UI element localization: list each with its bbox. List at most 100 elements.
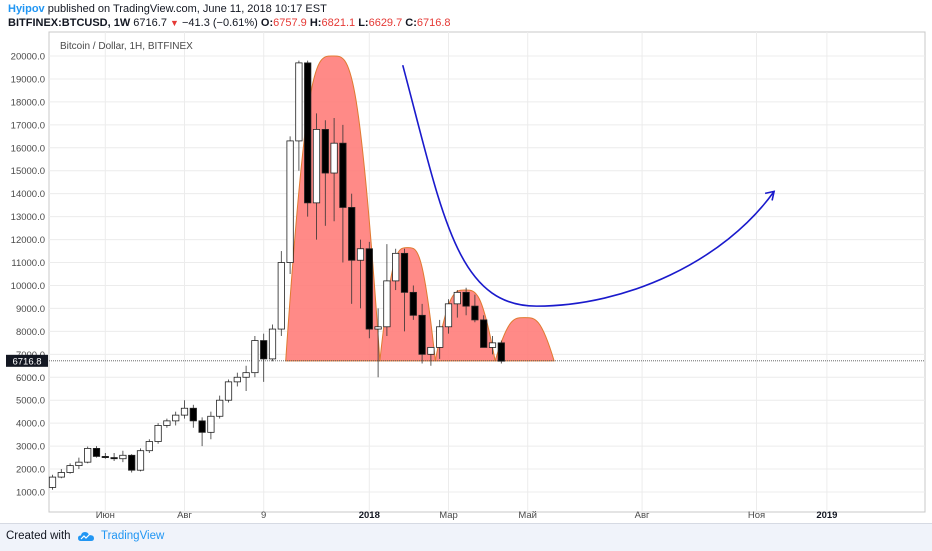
price-change: −41.3 (−0.61%) xyxy=(182,17,258,29)
candle-up[interactable] xyxy=(427,347,435,355)
candle-up[interactable] xyxy=(330,142,338,174)
x-tick-label: Авг xyxy=(635,510,650,521)
footer: Created with TradingView xyxy=(0,523,932,551)
candle-down[interactable] xyxy=(304,62,312,204)
y-tick-label: 16000.0 xyxy=(11,143,45,154)
arrowhead-icon xyxy=(764,190,776,201)
candle-up[interactable] xyxy=(268,328,277,360)
candle-up[interactable] xyxy=(163,420,171,426)
candle-down[interactable] xyxy=(471,305,479,321)
x-tick-label: 2018 xyxy=(359,510,380,521)
candle-up[interactable] xyxy=(216,399,224,417)
candle-up[interactable] xyxy=(277,262,285,330)
y-tick-label: 5000.0 xyxy=(16,396,45,407)
candle-up[interactable] xyxy=(233,376,241,383)
candle-up[interactable] xyxy=(251,340,259,374)
y-tick-label: 15000.0 xyxy=(11,166,45,177)
candles[interactable] xyxy=(48,60,505,490)
candle-up[interactable] xyxy=(392,252,400,282)
candle-up[interactable] xyxy=(286,140,294,263)
candle-up[interactable] xyxy=(444,303,453,328)
candle-up[interactable] xyxy=(374,326,382,330)
candle-down[interactable] xyxy=(462,291,470,307)
candle-up[interactable] xyxy=(145,441,153,452)
candle-down[interactable] xyxy=(198,420,206,433)
y-axis: 1000.02000.03000.04000.05000.06000.07000… xyxy=(11,52,45,499)
high-label: H: xyxy=(309,17,322,29)
x-axis: ИюнАвг92018МарМайАвгНоя2019Апр xyxy=(96,510,838,521)
plot-area[interactable] xyxy=(48,31,926,513)
candle-down[interactable] xyxy=(365,248,373,330)
candle-up[interactable] xyxy=(224,381,233,401)
candle-down[interactable] xyxy=(348,207,356,261)
grid xyxy=(49,32,925,512)
candle-up[interactable] xyxy=(356,248,365,261)
candle-up[interactable] xyxy=(453,291,461,305)
author-name[interactable]: Hyipov xyxy=(8,3,45,15)
y-tick-label: 11000.0 xyxy=(11,258,45,269)
candle-down[interactable] xyxy=(321,129,329,174)
y-tick-label: 6000.0 xyxy=(16,373,45,384)
high-value: 6821.1 xyxy=(321,17,356,29)
candle-down[interactable] xyxy=(400,252,409,293)
publish-line: Hyipov published on TradingView.com, Jun… xyxy=(8,2,327,16)
candle-down[interactable] xyxy=(101,456,109,458)
last-price-line: 6716.8 xyxy=(6,354,925,367)
candle-down[interactable] xyxy=(260,340,268,360)
candle-up[interactable] xyxy=(436,326,444,348)
down-arrow-icon: ▼ xyxy=(170,18,179,28)
candle-down[interactable] xyxy=(418,314,426,355)
close-label: C: xyxy=(405,17,417,29)
low-label: L: xyxy=(358,17,369,29)
candle-up[interactable] xyxy=(207,415,215,433)
tradingview-cloud-icon[interactable] xyxy=(78,530,94,542)
candle-up[interactable] xyxy=(383,280,391,328)
candle-up[interactable] xyxy=(84,447,92,463)
x-tick-label: Мар xyxy=(439,510,458,521)
candle-down[interactable] xyxy=(409,291,417,316)
candle-up[interactable] xyxy=(154,425,162,442)
low-value: 6629.7 xyxy=(368,17,403,29)
candle-up[interactable] xyxy=(57,472,65,478)
y-tick-label: 12000.0 xyxy=(11,235,45,246)
y-tick-label: 10000.0 xyxy=(11,281,45,292)
candle-down[interactable] xyxy=(92,447,101,457)
candle-up[interactable] xyxy=(119,454,127,460)
candle-down[interactable] xyxy=(110,457,118,460)
open-label: O: xyxy=(260,17,274,29)
last-price-tag xyxy=(6,354,48,367)
candle-up[interactable] xyxy=(48,476,57,488)
candle-down[interactable] xyxy=(128,454,136,471)
hump-shape xyxy=(494,317,555,362)
candle-up[interactable] xyxy=(136,450,145,471)
y-tick-label: 19000.0 xyxy=(11,74,45,85)
candle-up[interactable] xyxy=(66,465,74,473)
candle-up[interactable] xyxy=(312,129,321,204)
open-value: 6757.9 xyxy=(273,17,307,29)
x-tick-label: 9 xyxy=(261,510,266,521)
candle-down[interactable] xyxy=(189,407,197,422)
x-tick-label: Авг xyxy=(177,510,192,521)
y-tick-label: 1000.0 xyxy=(16,488,45,499)
candle-up[interactable] xyxy=(295,62,303,142)
x-tick-label: 2019 xyxy=(816,510,837,521)
x-tick-label: Май xyxy=(518,510,537,521)
tradingview-brand[interactable]: TradingView xyxy=(101,530,165,542)
candle-up[interactable] xyxy=(172,414,180,422)
price-chart[interactable]: 1000.02000.03000.04000.05000.06000.07000… xyxy=(0,30,932,523)
chart-title: Bitcoin / Dollar, 1H, BITFINEX xyxy=(60,41,193,52)
ohlc-line: BITFINEX:BTCUSD, 1W 6716.7 ▼ −41.3 (−0.6… xyxy=(8,16,451,30)
close-value: 6716.8 xyxy=(416,17,451,29)
y-tick-label: 14000.0 xyxy=(11,189,45,200)
candle-down[interactable] xyxy=(480,319,488,348)
y-tick-label: 13000.0 xyxy=(11,212,45,223)
last-price: 6716.7 xyxy=(133,17,167,29)
x-tick-label: Июн xyxy=(96,510,115,521)
candle-up[interactable] xyxy=(75,461,83,467)
candle-up[interactable] xyxy=(242,372,250,378)
symbol-label: BITFINEX:BTCUSD, 1W xyxy=(8,17,131,29)
candle-down[interactable] xyxy=(497,342,505,362)
candle-up[interactable] xyxy=(180,407,189,416)
candle-up[interactable] xyxy=(488,342,497,348)
candle-down[interactable] xyxy=(339,142,347,208)
